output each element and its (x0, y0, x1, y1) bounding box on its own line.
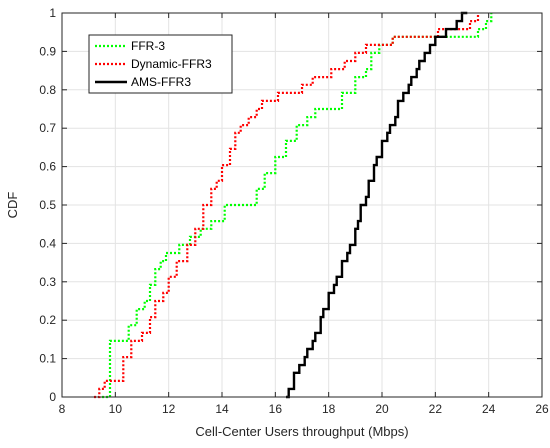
y-tick-label: 0.5 (39, 198, 56, 212)
x-tick-label: 16 (269, 402, 283, 416)
legend: FFR-3 Dynamic-FFR3 AMS-FFR3 (88, 34, 233, 94)
y-tick-label: 0.9 (39, 44, 56, 58)
y-tick-label: 1 (49, 6, 56, 20)
y-tick-label: 0.8 (39, 83, 56, 97)
legend-label-dynamic-ffr3: Dynamic-FFR3 (131, 57, 212, 71)
series-group (94, 11, 493, 399)
legend-label-ams-ffr3: AMS-FFR3 (131, 75, 191, 89)
x-tick-label: 12 (162, 402, 176, 416)
y-tick-label: 0.3 (39, 275, 56, 289)
x-tick-label: 24 (482, 402, 496, 416)
legend-label-ffr3: FFR-3 (131, 39, 165, 53)
y-tick-label: 0.2 (39, 313, 56, 327)
y-axis-label: CDF (5, 192, 20, 219)
x-tick-label: 18 (322, 402, 336, 416)
y-tick-label: 0 (49, 390, 56, 404)
series-line-ffr-3 (102, 13, 493, 399)
y-tick-label: 0.4 (39, 236, 56, 250)
y-tick-label: 0.1 (39, 352, 56, 366)
y-tick-label: 0.7 (39, 121, 56, 135)
x-axis-label: Cell-Center Users throughput (Mbps) (195, 424, 408, 439)
x-tick-label: 10 (109, 402, 123, 416)
ticks: 8 10 12 14 16 18 20 22 24 26 0 0.1 0.2 0.3 0.4 0.5 0.6 0.… (39, 6, 549, 416)
x-tick-label: 22 (429, 402, 443, 416)
x-tick-label: 8 (59, 402, 66, 416)
series-line-dynamic-ffr3 (94, 13, 480, 399)
y-tick-label: 0.6 (39, 160, 56, 174)
x-tick-label: 20 (375, 402, 389, 416)
x-tick-label: 14 (215, 402, 229, 416)
x-tick-label: 26 (535, 402, 549, 416)
series-line-ams-ffr3 (286, 11, 468, 399)
